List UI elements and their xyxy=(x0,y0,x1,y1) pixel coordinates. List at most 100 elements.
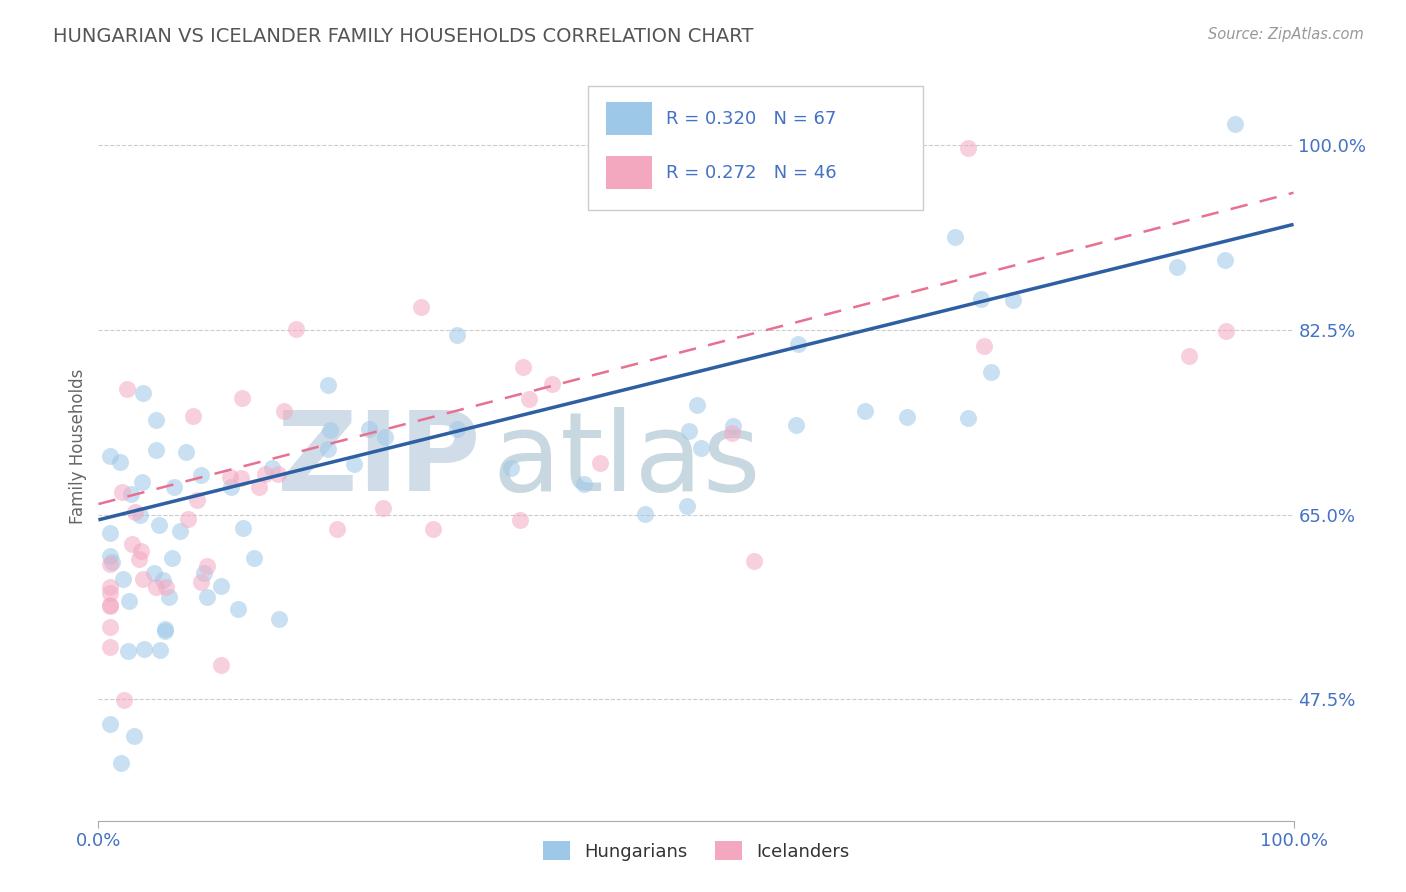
Point xyxy=(112,693,135,707)
Point xyxy=(1215,252,1237,267)
Point xyxy=(956,141,979,155)
Point xyxy=(517,392,540,406)
Point xyxy=(316,442,339,457)
Point xyxy=(98,620,122,634)
Legend: Hungarians, Icelanders: Hungarians, Icelanders xyxy=(536,834,856,868)
Point xyxy=(541,377,564,392)
Point xyxy=(634,507,657,521)
Point xyxy=(676,500,699,514)
Point xyxy=(512,359,534,374)
Point xyxy=(374,430,396,444)
Point xyxy=(689,441,711,455)
Point xyxy=(243,550,266,565)
Point xyxy=(157,590,180,604)
Bar xyxy=(606,155,652,189)
Point xyxy=(98,557,122,571)
Point xyxy=(855,404,877,418)
Point xyxy=(326,522,349,536)
Text: R = 0.272   N = 46: R = 0.272 N = 46 xyxy=(666,163,837,181)
Point xyxy=(145,413,167,427)
Point xyxy=(128,551,150,566)
Point xyxy=(120,487,142,501)
Point xyxy=(98,598,122,612)
Text: R = 0.320   N = 67: R = 0.320 N = 67 xyxy=(666,110,837,128)
Point xyxy=(209,579,232,593)
Point xyxy=(572,477,595,491)
Point xyxy=(132,572,155,586)
Point xyxy=(112,572,135,586)
Point xyxy=(153,622,176,636)
Point xyxy=(98,717,122,731)
Point xyxy=(685,398,707,412)
Point xyxy=(446,327,468,342)
Point xyxy=(588,456,610,470)
Point xyxy=(409,300,432,314)
Point xyxy=(943,229,966,244)
Point xyxy=(785,418,807,433)
Text: atlas: atlas xyxy=(494,408,761,515)
Point xyxy=(149,643,172,657)
Point xyxy=(98,549,122,564)
Point xyxy=(231,392,253,406)
Point xyxy=(190,468,212,483)
Point xyxy=(153,624,176,638)
Point xyxy=(183,409,205,423)
Point xyxy=(678,424,700,438)
Point xyxy=(124,505,146,519)
Point xyxy=(110,756,132,771)
Point xyxy=(177,512,200,526)
Point xyxy=(980,365,1002,379)
Point xyxy=(148,517,170,532)
Point xyxy=(101,555,124,569)
Point xyxy=(174,444,197,458)
Point xyxy=(231,471,253,485)
Point xyxy=(169,524,191,538)
Point xyxy=(1178,350,1201,364)
Point xyxy=(131,475,153,489)
Point xyxy=(98,449,122,463)
Point xyxy=(1001,293,1024,307)
Point xyxy=(973,339,995,353)
Point xyxy=(786,337,808,351)
Point xyxy=(422,522,444,536)
Point xyxy=(152,573,174,587)
Point xyxy=(721,426,744,441)
Point xyxy=(118,594,141,608)
Point xyxy=(145,581,167,595)
Point xyxy=(98,640,122,654)
Point xyxy=(195,559,218,574)
Point xyxy=(1223,117,1246,131)
Point xyxy=(371,500,394,515)
Point xyxy=(190,574,212,589)
Point xyxy=(285,322,308,336)
Point xyxy=(163,480,186,494)
Point xyxy=(111,485,134,500)
Point xyxy=(316,378,339,392)
Text: Source: ZipAtlas.com: Source: ZipAtlas.com xyxy=(1208,27,1364,42)
Point xyxy=(267,467,290,481)
Point xyxy=(273,403,295,417)
Point xyxy=(115,382,138,396)
Point xyxy=(359,422,381,436)
Point xyxy=(742,554,765,568)
Bar xyxy=(606,102,652,136)
Point xyxy=(209,658,232,673)
Point xyxy=(162,550,184,565)
Point xyxy=(499,461,522,475)
Point xyxy=(509,513,531,527)
Point xyxy=(129,544,152,558)
Point xyxy=(343,458,366,472)
Point xyxy=(262,461,284,475)
Point xyxy=(98,599,122,614)
Point xyxy=(957,411,980,425)
Point xyxy=(186,493,208,508)
Point xyxy=(117,644,139,658)
Point xyxy=(195,590,218,604)
Point xyxy=(142,566,165,581)
Point xyxy=(1166,260,1188,275)
Point xyxy=(247,480,270,494)
Point xyxy=(124,729,146,743)
Point xyxy=(155,580,177,594)
Point xyxy=(134,642,156,657)
Point xyxy=(970,293,993,307)
